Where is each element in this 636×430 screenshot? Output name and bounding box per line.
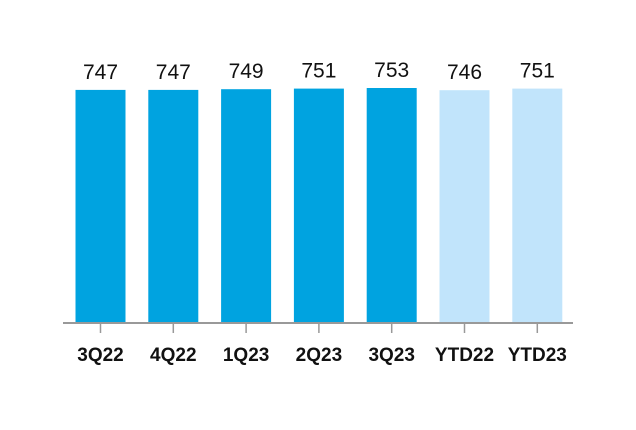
bar-3q22 — [75, 89, 126, 324]
value-label-3q23: 753 — [374, 59, 409, 82]
bars-group — [75, 88, 563, 324]
bar-3q23 — [366, 88, 417, 323]
x-tick-label-4q22: 4Q22 — [150, 345, 196, 366]
x-tick-label-ytd22: YTD22 — [435, 345, 494, 366]
value-label-ytd22: 746 — [447, 61, 482, 84]
value-label-4q22: 747 — [156, 61, 191, 84]
value-label-2q23: 751 — [301, 60, 336, 83]
bar-1q23 — [221, 89, 272, 323]
x-tick-label-1q23: 1Q23 — [223, 345, 269, 366]
bar-ytd22 — [439, 90, 490, 323]
x-axis-ticks-group — [99, 323, 539, 333]
bar-4q22 — [148, 89, 199, 324]
value-label-ytd23: 751 — [520, 60, 555, 83]
x-tick-label-ytd23: YTD23 — [508, 345, 567, 366]
value-labels-group: 747 747 749 751 753 746 751 — [83, 59, 555, 84]
x-axis-tick-labels-group: 3Q22 4Q22 1Q23 2Q23 3Q23 YTD22 YTD23 — [77, 345, 567, 366]
x-tick-label-2q23: 2Q23 — [296, 345, 342, 366]
x-tick-label-3q22: 3Q22 — [77, 345, 123, 366]
bar-ytd23 — [512, 88, 563, 323]
x-tick-label-3q23: 3Q23 — [368, 345, 414, 366]
value-label-3q22: 747 — [83, 61, 118, 84]
bar-2q23 — [293, 88, 344, 323]
value-label-1q23: 749 — [229, 60, 264, 83]
